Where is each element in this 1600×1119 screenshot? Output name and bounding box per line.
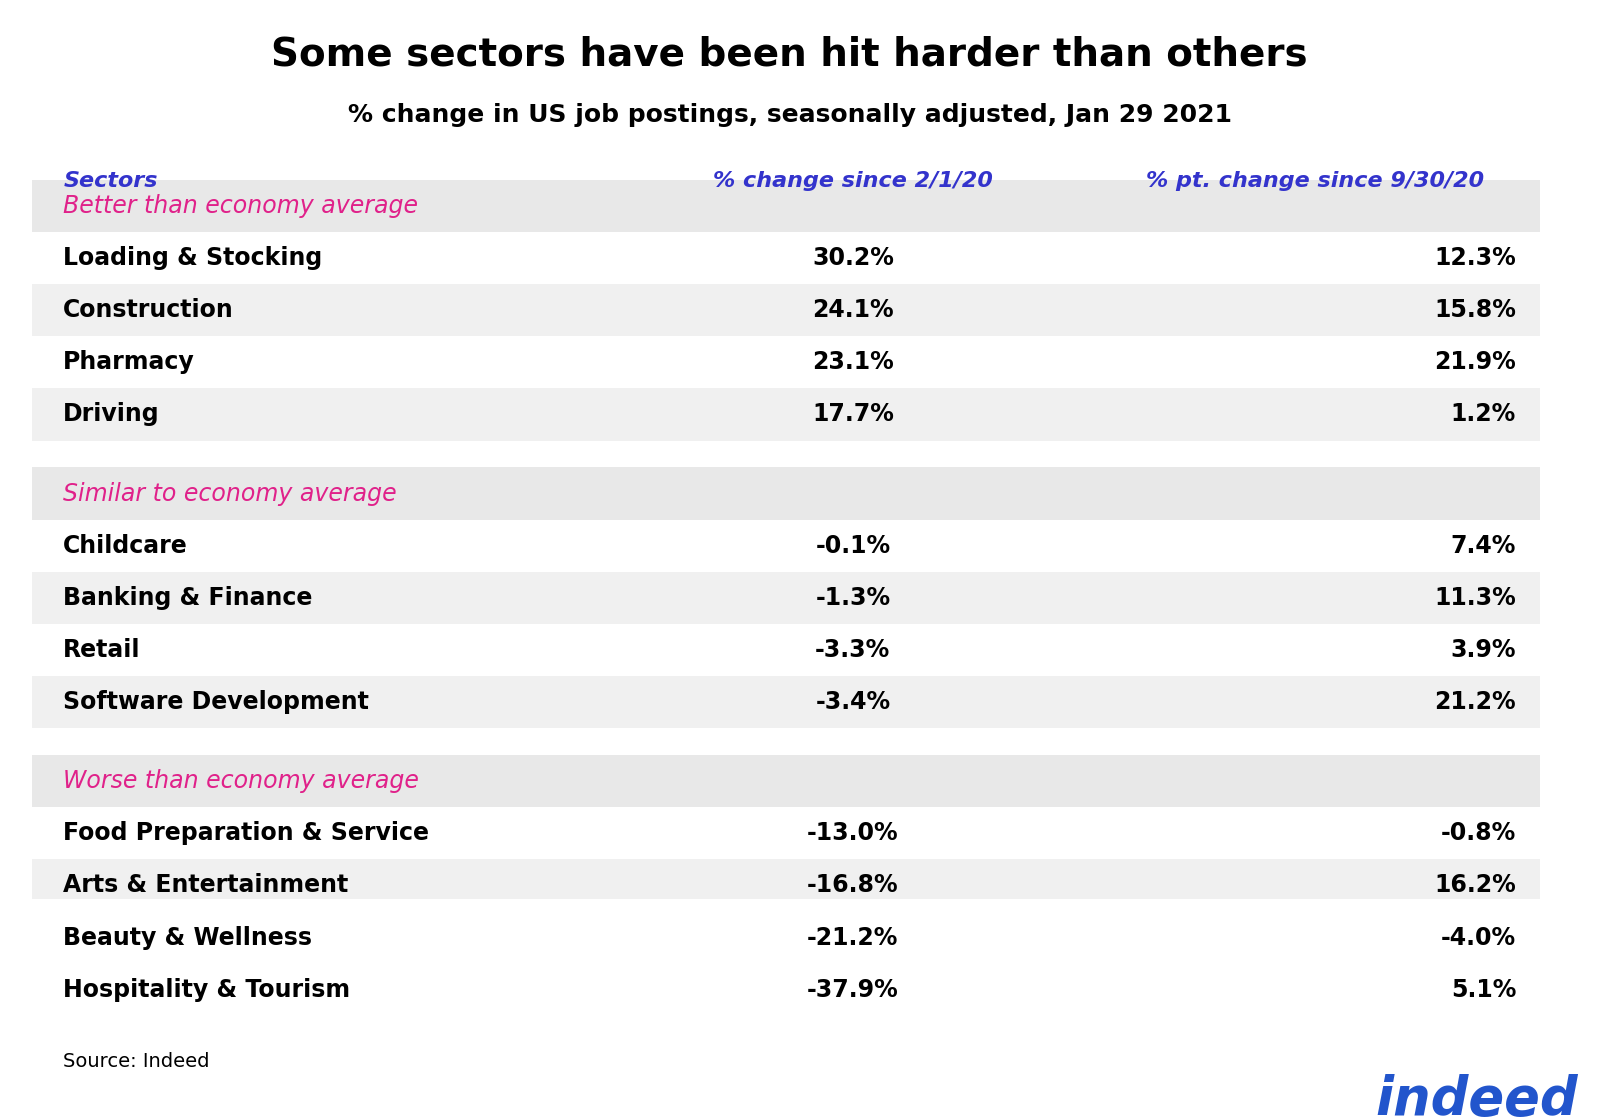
Text: indeed: indeed	[1376, 1074, 1578, 1119]
Text: 21.9%: 21.9%	[1434, 350, 1517, 374]
Text: 23.1%: 23.1%	[811, 350, 894, 374]
Text: 3.9%: 3.9%	[1451, 638, 1517, 662]
FancyBboxPatch shape	[32, 676, 1539, 728]
Text: Source: Indeed: Source: Indeed	[62, 1052, 210, 1071]
Text: -4.0%: -4.0%	[1442, 925, 1517, 950]
Text: -21.2%: -21.2%	[806, 925, 899, 950]
FancyBboxPatch shape	[32, 232, 1539, 284]
Text: Better than economy average: Better than economy average	[62, 194, 418, 218]
FancyBboxPatch shape	[32, 755, 1539, 807]
Text: Construction: Construction	[62, 298, 234, 322]
Text: Banking & Finance: Banking & Finance	[62, 586, 312, 610]
Text: 5.1%: 5.1%	[1451, 978, 1517, 1002]
Text: 24.1%: 24.1%	[813, 298, 894, 322]
Text: 21.2%: 21.2%	[1435, 690, 1517, 714]
FancyBboxPatch shape	[32, 624, 1539, 676]
FancyBboxPatch shape	[32, 468, 1539, 519]
FancyBboxPatch shape	[32, 912, 1539, 963]
Text: Food Preparation & Service: Food Preparation & Service	[62, 821, 429, 845]
FancyBboxPatch shape	[32, 336, 1539, 388]
FancyBboxPatch shape	[32, 807, 1539, 859]
Text: Retail: Retail	[62, 638, 141, 662]
Text: -16.8%: -16.8%	[806, 874, 899, 897]
Text: Childcare: Childcare	[62, 534, 187, 557]
Text: -3.4%: -3.4%	[816, 690, 890, 714]
Text: Software Development: Software Development	[62, 690, 370, 714]
Text: Some sectors have been hit harder than others: Some sectors have been hit harder than o…	[272, 36, 1307, 74]
Text: Similar to economy average: Similar to economy average	[62, 481, 397, 506]
Text: -37.9%: -37.9%	[806, 978, 899, 1002]
FancyBboxPatch shape	[32, 963, 1539, 1016]
Text: Beauty & Wellness: Beauty & Wellness	[62, 925, 312, 950]
Text: Sectors: Sectors	[62, 171, 158, 191]
Text: -0.8%: -0.8%	[1442, 821, 1517, 845]
Text: Loading & Stocking: Loading & Stocking	[62, 246, 323, 270]
Text: Hospitality & Tourism: Hospitality & Tourism	[62, 978, 350, 1002]
FancyBboxPatch shape	[32, 180, 1539, 232]
Text: 15.8%: 15.8%	[1434, 298, 1517, 322]
FancyBboxPatch shape	[32, 284, 1539, 336]
Text: Worse than economy average: Worse than economy average	[62, 769, 419, 793]
Text: -1.3%: -1.3%	[816, 586, 890, 610]
Text: % change in US job postings, seasonally adjusted, Jan 29 2021: % change in US job postings, seasonally …	[347, 103, 1232, 128]
Text: Driving: Driving	[62, 403, 160, 426]
Text: Pharmacy: Pharmacy	[62, 350, 195, 374]
Text: % pt. change since 9/30/20: % pt. change since 9/30/20	[1147, 171, 1485, 191]
Text: 1.2%: 1.2%	[1451, 403, 1517, 426]
Text: Arts & Entertainment: Arts & Entertainment	[62, 874, 349, 897]
Text: 17.7%: 17.7%	[811, 403, 894, 426]
Text: 30.2%: 30.2%	[811, 246, 894, 270]
Text: -13.0%: -13.0%	[806, 821, 899, 845]
FancyBboxPatch shape	[32, 388, 1539, 441]
Text: 7.4%: 7.4%	[1451, 534, 1517, 557]
FancyBboxPatch shape	[32, 859, 1539, 912]
Text: 11.3%: 11.3%	[1434, 586, 1517, 610]
Text: -3.3%: -3.3%	[814, 638, 891, 662]
Text: % change since 2/1/20: % change since 2/1/20	[714, 171, 992, 191]
FancyBboxPatch shape	[32, 572, 1539, 624]
Text: 12.3%: 12.3%	[1434, 246, 1517, 270]
FancyBboxPatch shape	[32, 519, 1539, 572]
Text: -0.1%: -0.1%	[816, 534, 890, 557]
Text: 16.2%: 16.2%	[1434, 874, 1517, 897]
